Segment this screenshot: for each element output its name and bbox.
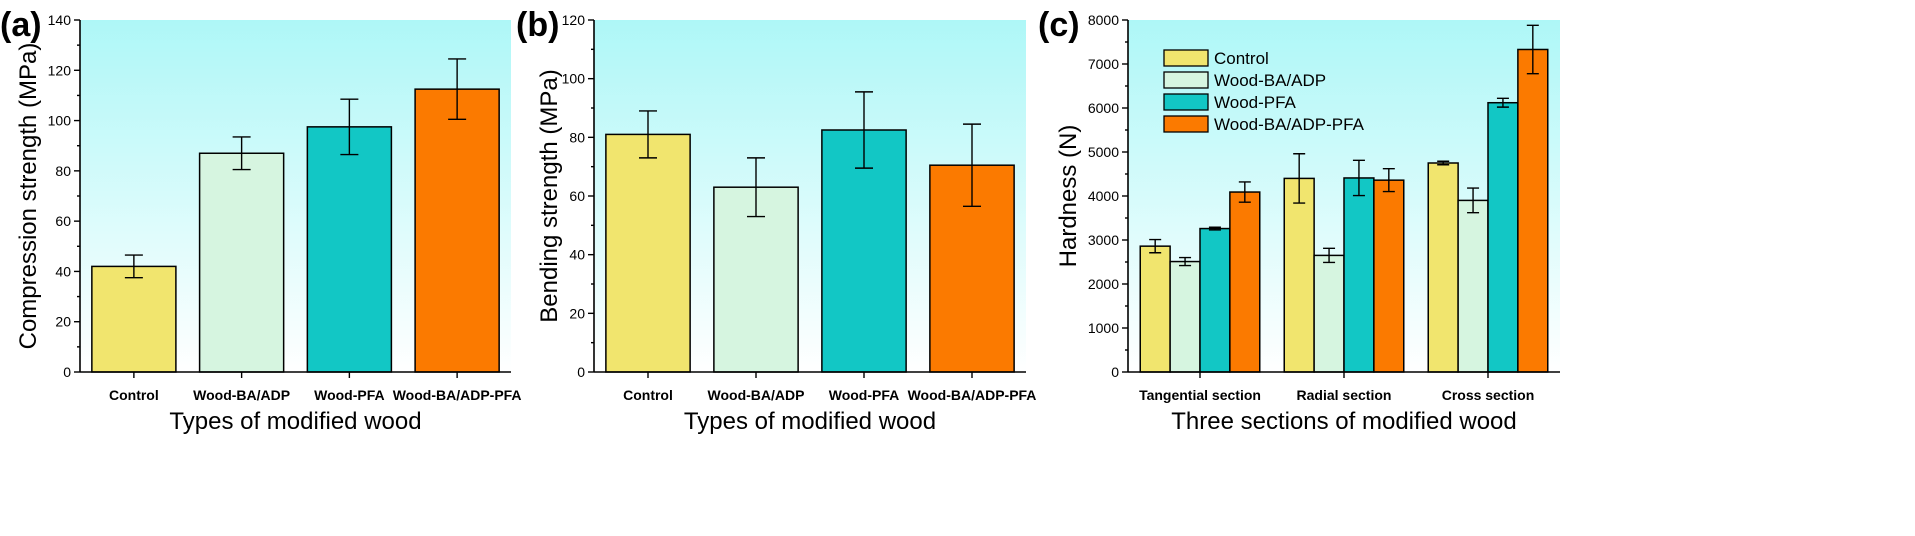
y-tick-label: 0 <box>577 364 585 380</box>
x-tick-label: Wood-PFA <box>829 387 900 403</box>
legend-swatch <box>1163 93 1209 111</box>
error-bar <box>1323 247 1336 264</box>
bar-wood-ba-adp-pfa-tangential-section <box>1229 191 1261 373</box>
y-tick-label: 4000 <box>1088 188 1119 204</box>
y-tick-label: 100 <box>48 113 72 129</box>
y-tick-label: 120 <box>562 12 586 28</box>
chart-panel-2: 0 20 40 60 80 100 120 Control Wood-BA/ADP Wood-PF… <box>516 6 1036 435</box>
y-tick-label: 0 <box>1111 364 1119 380</box>
y-tick-label: 1000 <box>1088 320 1119 336</box>
error-bar <box>1526 24 1539 75</box>
y-tick-label: 6000 <box>1088 100 1119 116</box>
y-tick-label: 80 <box>55 163 71 179</box>
y-tick-label: 40 <box>569 247 585 263</box>
y-tick-label: 60 <box>569 188 585 204</box>
error-bar <box>1437 160 1450 166</box>
y-tick-label: 3000 <box>1088 232 1119 248</box>
y-tick-label: 2000 <box>1088 276 1119 292</box>
bar-wood-ba-adp-radial-section <box>1313 254 1345 373</box>
y-tick-label: 80 <box>569 129 585 145</box>
error-bar <box>1179 256 1192 267</box>
y-tick-label: 60 <box>55 213 71 229</box>
error-bar <box>124 254 143 279</box>
x-axis-title: Types of modified wood <box>684 408 936 435</box>
bar-wood-ba-adp <box>198 152 285 373</box>
y-tick-label: 8000 <box>1088 12 1119 28</box>
bar-control-cross-section <box>1427 162 1459 373</box>
y-tick-label: 20 <box>55 314 71 330</box>
x-tick-label: Wood-BA/ADP <box>708 387 805 403</box>
x-tick-label: Control <box>109 387 159 403</box>
bar-control <box>605 133 691 373</box>
error-bar <box>1496 97 1509 108</box>
x-axis-title: Types of modified wood <box>169 408 421 435</box>
error-bar <box>1293 153 1306 204</box>
x-tick-label: Cross section <box>1442 387 1535 403</box>
legend-label: Wood-PFA <box>1214 93 1297 112</box>
bar-control-radial-section <box>1283 177 1315 373</box>
y-tick-label: 100 <box>562 71 586 87</box>
y-axis-title: Compression strength (MPa) <box>15 43 42 350</box>
x-axis-title: Three sections of modified wood <box>1171 408 1517 435</box>
error-bar <box>1382 168 1395 193</box>
x-tick-label: Control <box>623 387 673 403</box>
y-tick-label: 0 <box>63 364 71 380</box>
bar-wood-pfa <box>306 126 393 373</box>
chart-panel-3: 0 1000 2000 3000 4000 5000 6000 7000 8000 Tangent… <box>1038 6 1560 435</box>
error-bar <box>1467 187 1480 214</box>
error-bar <box>747 157 765 218</box>
legend-swatch <box>1163 115 1209 133</box>
legend-swatch <box>1163 71 1209 89</box>
error-bar <box>855 91 873 169</box>
error-bar <box>232 136 251 171</box>
bar-wood-ba-adp-pfa <box>414 88 500 373</box>
bar-wood-pfa-radial-section <box>1343 177 1375 373</box>
error-bar <box>448 58 467 121</box>
legend: Control Wood-BA/ADP Wood-PFA Wood-BA/ADP-PF… <box>1163 49 1365 134</box>
y-tick-label: 40 <box>55 263 71 279</box>
panel-label: (a) <box>0 6 42 44</box>
x-tick-label: Tangential section <box>1139 387 1261 403</box>
error-bar <box>1208 226 1221 231</box>
x-tick-label: Wood-PFA <box>314 387 385 403</box>
bar-wood-pfa-tangential-section <box>1199 227 1231 373</box>
bar-wood-ba-adp-cross-section <box>1457 199 1489 373</box>
x-tick-label: Wood-BA/ADP <box>193 387 290 403</box>
y-axis-title: Hardness (N) <box>1055 125 1082 268</box>
bar-wood-ba-adp-pfa <box>929 164 1015 373</box>
error-bar <box>963 123 981 207</box>
error-bar <box>1149 238 1162 254</box>
bar-wood-ba-adp-pfa-cross-section <box>1517 48 1549 373</box>
chart-panel-1: 0 20 40 60 80 100 120 140 Control Wood-BA/ADP Wood… <box>0 6 522 435</box>
x-tick-label: Wood-BA/ADP-PFA <box>908 387 1037 403</box>
error-bar <box>639 110 657 159</box>
error-bar <box>1352 159 1365 197</box>
y-tick-label: 140 <box>48 12 72 28</box>
y-tick-label: 120 <box>48 62 72 78</box>
panel-label: (c) <box>1038 6 1080 44</box>
x-tick-label: Radial section <box>1297 387 1392 403</box>
panel-label: (b) <box>516 6 559 44</box>
legend-swatch <box>1163 49 1209 67</box>
legend-label: Wood-BA/ADP <box>1214 71 1326 90</box>
y-tick-label: 20 <box>569 305 585 321</box>
bar-wood-ba-adp-pfa-radial-section <box>1373 179 1405 373</box>
bar-control <box>91 265 177 373</box>
bar-wood-ba-adp-tangential-section <box>1169 260 1201 373</box>
bar-wood-pfa-cross-section <box>1487 101 1519 373</box>
bar-control-tangential-section <box>1139 245 1171 373</box>
legend-label: Control <box>1214 49 1269 68</box>
error-bar <box>340 98 359 156</box>
y-tick-label: 5000 <box>1088 144 1119 160</box>
legend-label: Wood-BA/ADP-PFA <box>1214 115 1365 134</box>
x-tick-label: Wood-BA/ADP-PFA <box>393 387 522 403</box>
bar-wood-pfa <box>821 129 907 373</box>
y-axis-title: Bending strength (MPa) <box>536 69 563 322</box>
y-tick-label: 7000 <box>1088 56 1119 72</box>
error-bar <box>1238 181 1251 203</box>
